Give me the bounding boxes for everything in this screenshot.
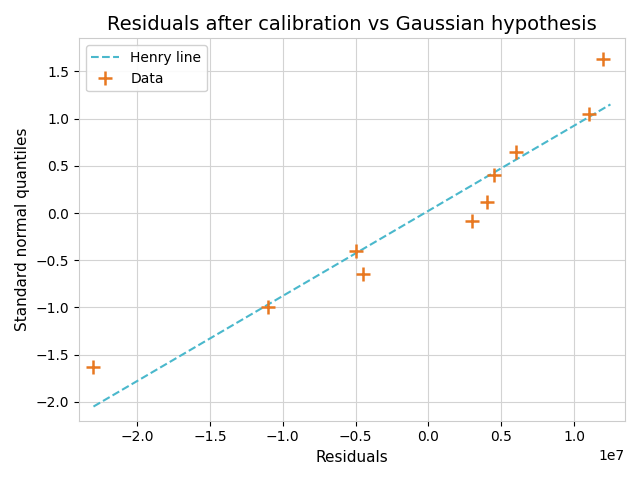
Data bbox=[490, 172, 498, 178]
Data bbox=[512, 149, 520, 155]
Data bbox=[352, 248, 360, 253]
Data bbox=[90, 364, 97, 370]
Data bbox=[359, 272, 367, 277]
Y-axis label: Standard normal quantiles: Standard normal quantiles bbox=[15, 128, 30, 331]
Data bbox=[483, 199, 490, 204]
Data bbox=[599, 56, 607, 62]
Data bbox=[468, 217, 476, 223]
Title: Residuals after calibration vs Gaussian hypothesis: Residuals after calibration vs Gaussian … bbox=[107, 15, 597, 34]
Legend: Henry line, Data: Henry line, Data bbox=[86, 45, 207, 91]
Line: Data: Data bbox=[86, 52, 610, 374]
X-axis label: Residuals: Residuals bbox=[316, 450, 388, 465]
Data bbox=[264, 304, 272, 310]
Data bbox=[585, 111, 593, 117]
